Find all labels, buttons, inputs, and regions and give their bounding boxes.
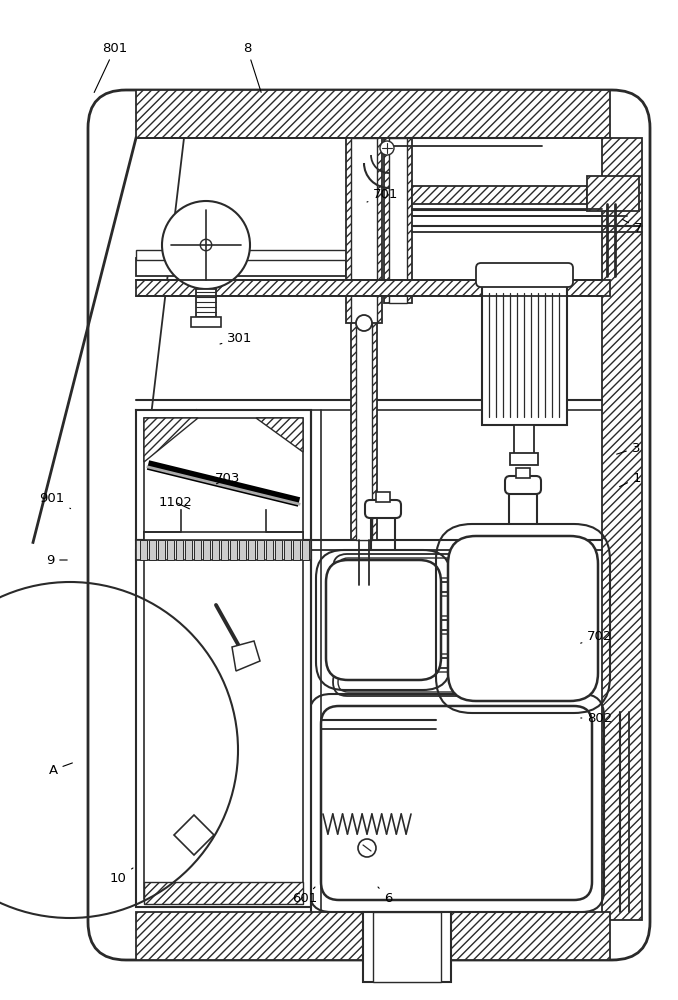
Bar [373,912,441,982]
Bar [302,540,309,560]
Bar [144,882,303,904]
Bar [376,492,390,502]
FancyBboxPatch shape [476,263,573,287]
Text: 1: 1 [620,472,641,487]
Text: 6: 6 [378,887,392,904]
Text: 10: 10 [110,868,133,884]
Polygon shape [232,641,260,671]
Bar [482,285,567,425]
Text: 701: 701 [367,188,399,202]
Bar [136,258,346,276]
Bar [136,550,311,907]
Bar [248,540,255,560]
Text: 802: 802 [581,712,613,724]
Circle shape [358,839,376,857]
Bar [176,540,183,560]
Text: 702: 702 [580,631,613,644]
Text: 601: 601 [292,887,317,904]
FancyBboxPatch shape [321,706,592,900]
Bar [196,289,216,317]
Bar [136,540,311,560]
Bar [158,540,165,560]
Bar [185,540,192,560]
Bar [257,540,264,560]
Bar [346,138,382,323]
Bar [602,138,642,920]
Bar [351,138,377,323]
Text: 7: 7 [622,219,642,234]
FancyBboxPatch shape [505,476,541,494]
FancyBboxPatch shape [326,560,441,680]
Bar [149,540,156,560]
Bar [275,540,282,560]
Bar [516,468,530,478]
FancyBboxPatch shape [88,90,650,960]
Circle shape [356,315,372,331]
Bar [293,540,300,560]
Bar [136,540,311,560]
Bar [203,540,210,560]
Bar [144,418,303,540]
Text: 3: 3 [617,442,640,454]
Bar [284,540,291,560]
Bar [191,317,221,327]
Circle shape [380,141,394,155]
Polygon shape [174,815,214,855]
Text: 9: 9 [46,554,67,566]
Bar [212,540,219,560]
Bar [136,410,311,540]
Bar [384,138,412,303]
Bar [167,540,174,560]
Circle shape [200,239,212,251]
Bar [194,540,201,560]
Text: A: A [48,763,73,776]
Bar [140,540,147,560]
Polygon shape [256,418,303,452]
Circle shape [162,201,250,289]
Bar [136,250,346,260]
Text: 801: 801 [94,41,127,92]
FancyBboxPatch shape [448,536,598,701]
Bar [351,323,377,540]
Bar [587,176,639,211]
FancyBboxPatch shape [365,500,401,518]
Polygon shape [144,418,198,462]
Text: 8: 8 [243,41,261,92]
Bar [239,540,246,560]
Bar [136,912,610,960]
Bar [389,138,407,303]
Bar [266,540,273,560]
Bar [144,532,303,560]
Bar [221,540,228,560]
Bar [144,558,303,899]
Bar [510,453,538,465]
Bar [412,186,587,204]
Text: 1102: 1102 [158,495,192,509]
Text: 703: 703 [216,472,241,485]
Bar [356,323,372,540]
Bar [363,912,451,982]
Bar [136,90,610,138]
Bar [514,425,534,455]
Text: 301: 301 [220,332,253,344]
Bar [136,280,610,296]
Bar [230,540,237,560]
Text: 901: 901 [39,491,71,509]
